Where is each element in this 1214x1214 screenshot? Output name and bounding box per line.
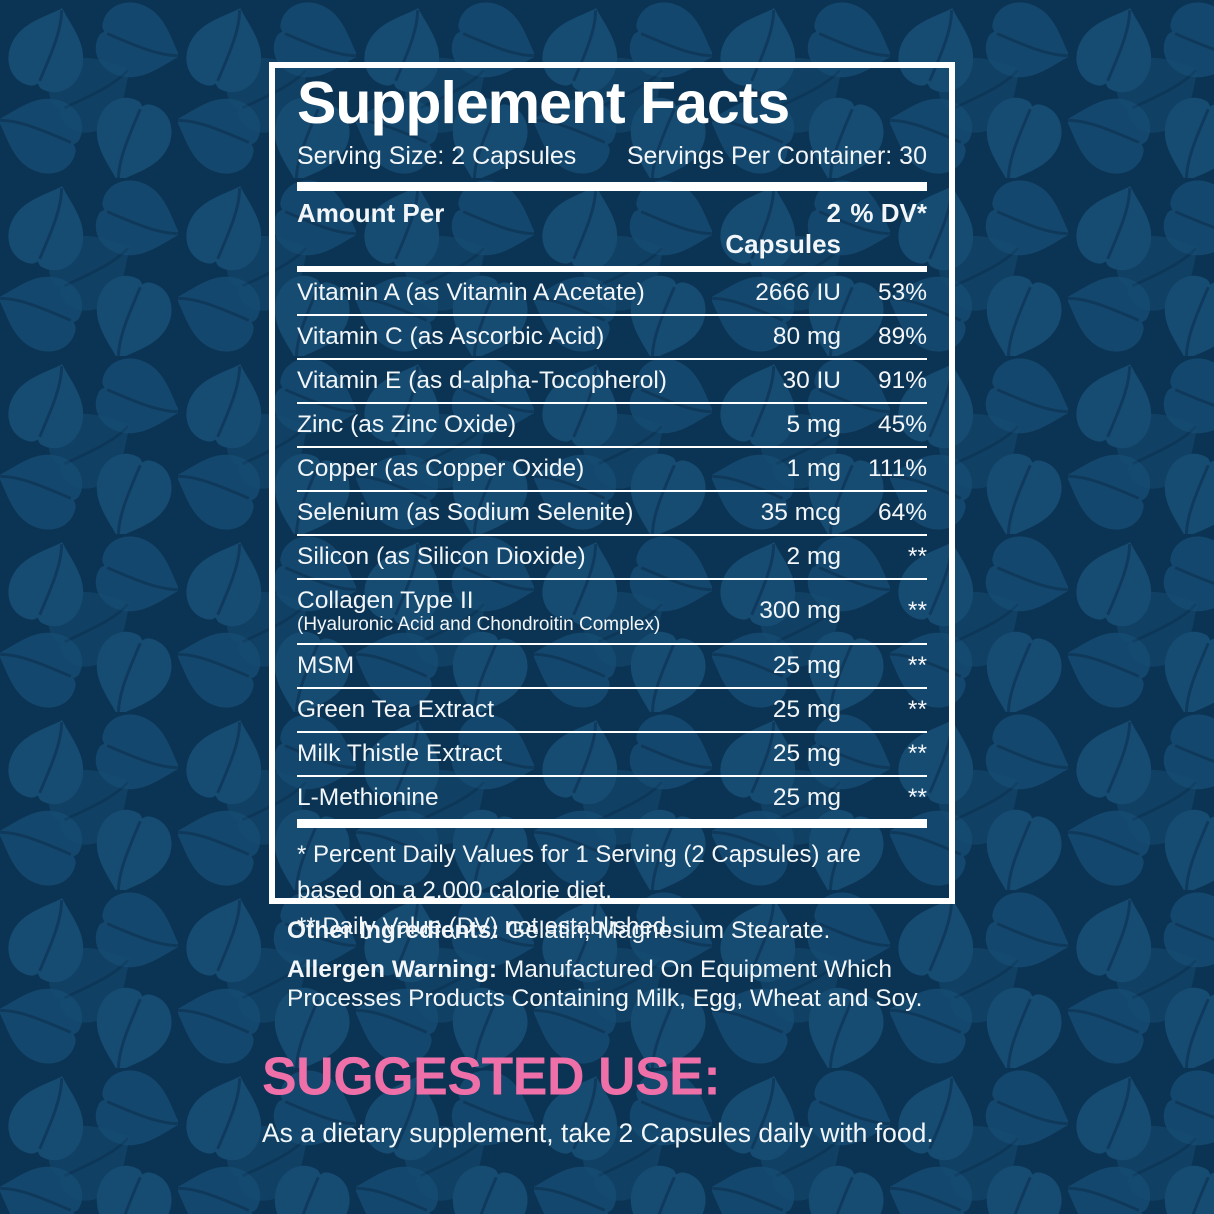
table-row: Vitamin A (as Vitamin A Acetate) 2666 IU… [297, 272, 927, 316]
table-row: Milk Thistle Extract 25 mg ** [297, 733, 927, 777]
ingredient-name: Vitamin C (as Ascorbic Acid) [297, 322, 605, 350]
allergen-warning-line: Allergen Warning: Manufactured On Equipm… [287, 955, 947, 1013]
ingredient-table: Vitamin A (as Vitamin A Acetate) 2666 IU… [297, 272, 927, 819]
dv-value: 45% [877, 410, 927, 438]
ingredient-name: Green Tea Extract [297, 695, 495, 723]
table-row: Silicon (as Silicon Dioxide) 2 mg ** [297, 536, 927, 580]
table-row: Green Tea Extract 25 mg ** [297, 689, 927, 733]
ingredient-name: Milk Thistle Extract [297, 739, 503, 767]
dv-value: 111% [867, 454, 927, 482]
amount-value: 25 mg [772, 739, 841, 767]
amount-value: 30 IU [782, 366, 841, 394]
table-row: MSM 25 mg ** [297, 645, 927, 689]
other-ingredients-text: Gelatin, Magnesium Stearate. [499, 917, 831, 944]
allergen-warning-text: Manufactured On Equipment Which Processe… [287, 956, 923, 1012]
amount-value: 2666 IU [755, 278, 841, 306]
table-row: Collagen Type II (Hyaluronic Acid and Ch… [297, 580, 927, 645]
dv-value: 53% [877, 278, 927, 306]
amount-value: 25 mg [772, 695, 841, 723]
ingredient-name: Vitamin E (as d-alpha-Tocopherol) [297, 366, 667, 394]
amount-value: 5 mg [786, 410, 841, 438]
allergen-warning-label: Allergen Warning: [287, 956, 498, 983]
footnote-not-established: ** Daily Value (DV) not established. [297, 912, 673, 940]
ingredient-name: Copper (as Copper Oxide) [297, 454, 585, 482]
header-daily-value: % DV* [850, 197, 927, 228]
ingredient-name: Zinc (as Zinc Oxide) [297, 410, 517, 438]
suggested-use-heading: SUGGESTED USE: [262, 1046, 721, 1108]
ingredient-name: L-Methionine [297, 783, 439, 811]
servings-per-container: Servings Per Container: 30 [626, 141, 927, 170]
dv-value: ** [907, 542, 927, 570]
ingredient-subname: (Hyaluronic Acid and Chondroitin Complex… [297, 613, 661, 635]
supplement-facts-panel: Supplement Facts Serving Size: 2 Capsule… [269, 62, 955, 940]
table-header-row: Amount Per 2 Capsules % DV* [297, 191, 927, 266]
table-row: Zinc (as Zinc Oxide) 5 mg 45% [297, 404, 927, 448]
footnotes: * Percent Daily Values for 1 Serving (2 … [297, 828, 927, 945]
divider-header [297, 265, 927, 272]
table-row: Copper (as Copper Oxide) 1 mg 111% [297, 448, 927, 492]
amount-value: 25 mg [772, 783, 841, 811]
serving-info-row: Serving Size: 2 Capsules Servings Per Co… [297, 142, 927, 171]
dv-value: ** [907, 739, 927, 767]
other-ingredients-line: Other Ingredients: Gelatin, Magnesium St… [287, 916, 947, 945]
serving-size: Serving Size: 2 Capsules [297, 141, 577, 170]
suggested-use-text: As a dietary supplement, take 2 Capsules… [262, 1118, 934, 1148]
amount-value: 25 mg [772, 651, 841, 679]
ingredient-name: Silicon (as Silicon Dioxide) [297, 542, 586, 570]
suggested-use-section: SUGGESTED USE: As a dietary supplement, … [262, 1050, 962, 1150]
dv-value: ** [907, 695, 927, 723]
dv-value: 89% [877, 322, 927, 350]
table-row: L-Methionine 25 mg ** [297, 777, 927, 819]
footnote-daily-values: * Percent Daily Values for 1 Serving (2 … [297, 840, 861, 904]
ingredient-name: Collagen Type II [297, 586, 474, 614]
dv-value: 91% [877, 366, 927, 394]
amount-value: 35 mcg [760, 498, 841, 526]
table-row: Vitamin E (as d-alpha-Tocopherol) 30 IU … [297, 360, 927, 404]
amount-value: 80 mg [772, 322, 841, 350]
header-amount-per: Amount Per [297, 197, 445, 228]
table-row: Selenium (as Sodium Selenite) 35 mcg 64% [297, 492, 927, 536]
ingredient-name: MSM [297, 651, 355, 679]
table-row: Vitamin C (as Ascorbic Acid) 80 mg 89% [297, 316, 927, 360]
dv-value: 64% [877, 498, 927, 526]
ingredient-name: Vitamin A (as Vitamin A Acetate) [297, 278, 645, 306]
dv-value: ** [907, 783, 927, 811]
panel-title: Supplement Facts [297, 70, 790, 136]
divider-thick-bottom [297, 818, 927, 828]
ingredient-name: Selenium (as Sodium Selenite) [297, 498, 634, 526]
other-ingredients-label: Other Ingredients: [287, 917, 500, 944]
dv-value: ** [907, 651, 927, 679]
dv-value: ** [907, 597, 927, 625]
amount-value: 1 mg [786, 454, 841, 482]
amount-value: 300 mg [759, 597, 841, 625]
amount-value: 2 mg [786, 542, 841, 570]
divider-thick-top [297, 181, 927, 191]
header-per-serving: 2 Capsules [725, 197, 841, 259]
ingredients-notes: Other Ingredients: Gelatin, Magnesium St… [287, 916, 947, 1023]
